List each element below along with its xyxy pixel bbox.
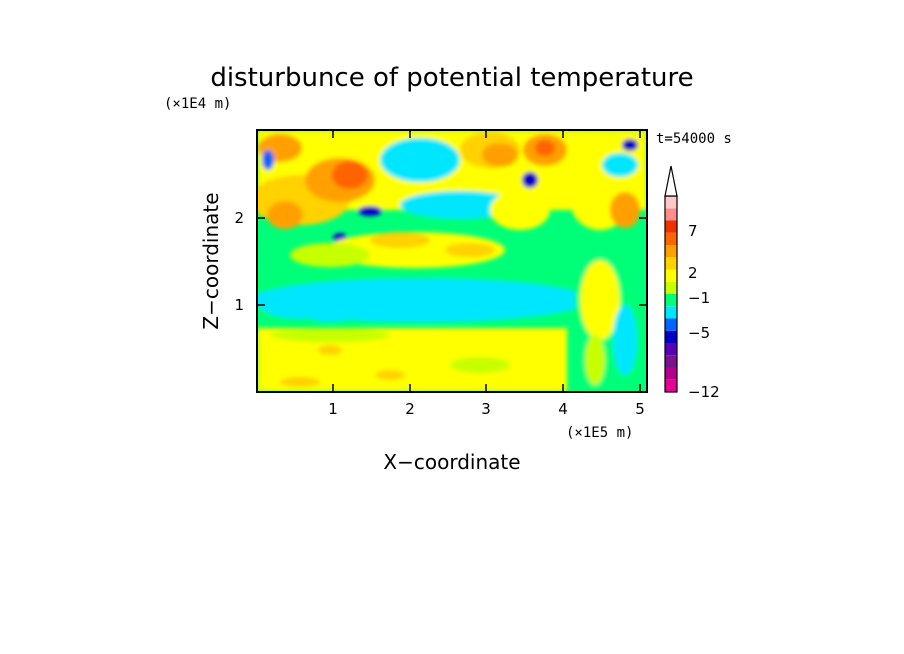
x-scale-label: (×1E5 m): [566, 425, 633, 441]
colorbar-swatch: [665, 269, 677, 282]
colorbar-tick-label: −5: [688, 324, 710, 342]
colorbar-tick-label: −1: [688, 289, 710, 307]
colorbar-swatch: [665, 306, 677, 319]
colorbar-swatch: [665, 245, 677, 258]
x-tick-label: 1: [328, 400, 338, 418]
y-tick-label: 2: [234, 209, 244, 227]
colorbar-swatch: [665, 355, 677, 368]
x-tick-label: 4: [558, 400, 568, 418]
colorbar-swatch: [665, 208, 677, 221]
colorbar-swatch: [665, 232, 677, 245]
colorbar-tick-labels: −12 −5 −1 2 7: [688, 222, 720, 401]
y-tick-label: 1: [234, 296, 244, 314]
x-axis-label: X−coordinate: [383, 450, 520, 474]
x-tick-label: 3: [481, 400, 491, 418]
colorbar-swatch: [665, 196, 677, 209]
axis-ticks: [257, 130, 647, 392]
colorbar: [664, 195, 678, 393]
x-tick-label: 5: [635, 400, 645, 418]
colorbar-swatch: [665, 257, 677, 270]
colorbar-tick-label: 7: [688, 222, 698, 240]
colorbar-swatch: [665, 281, 677, 294]
colorbar-swatch: [665, 318, 677, 331]
time-label: t=54000 s: [656, 131, 732, 147]
colorbar-tick-label: −12: [688, 383, 720, 401]
colorbar-swatch: [665, 294, 677, 307]
contour-field: [257, 130, 647, 392]
colorbar-swatch: [665, 367, 677, 380]
colorbar-swatch: [665, 330, 677, 343]
x-tick-label: 2: [405, 400, 415, 418]
colorbar-extend-arrow: [664, 165, 678, 197]
colorbar-tick-label: 2: [688, 264, 698, 282]
colorbar-swatch: [665, 379, 677, 392]
y-axis-label: Z−coordinate: [199, 192, 223, 329]
y-scale-label: (×1E4 m): [164, 96, 231, 112]
plot-frame: [256, 129, 648, 393]
colorbar-swatch: [665, 220, 677, 233]
chart-title: disturbunce of potential temperature: [210, 63, 693, 93]
colorbar-swatch: [665, 343, 677, 356]
